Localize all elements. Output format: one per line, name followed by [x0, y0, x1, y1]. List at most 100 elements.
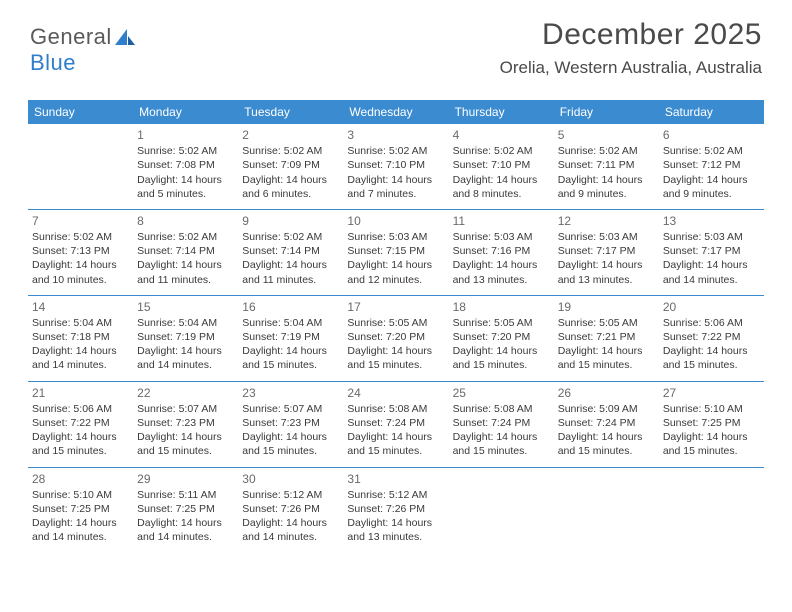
day-info-line: Sunset: 7:13 PM [32, 244, 129, 258]
day-info-line: Sunset: 7:22 PM [663, 330, 760, 344]
day-info-line: Daylight: 14 hours [347, 173, 444, 187]
day-info-line: Sunset: 7:10 PM [453, 158, 550, 172]
day-number: 31 [347, 471, 444, 487]
day-info-line: Sunset: 7:23 PM [137, 416, 234, 430]
day-info-line: Sunset: 7:21 PM [558, 330, 655, 344]
calendar-day-cell: 26Sunrise: 5:09 AMSunset: 7:24 PMDayligh… [554, 381, 659, 467]
day-info-line: Sunrise: 5:03 AM [663, 230, 760, 244]
weekday-header: Tuesday [238, 100, 343, 124]
calendar-day-cell: 24Sunrise: 5:08 AMSunset: 7:24 PMDayligh… [343, 381, 448, 467]
calendar-grid: Sunday Monday Tuesday Wednesday Thursday… [28, 100, 764, 552]
calendar-day-cell: 29Sunrise: 5:11 AMSunset: 7:25 PMDayligh… [133, 467, 238, 552]
day-info-line: Daylight: 14 hours [663, 344, 760, 358]
day-info-line: Sunset: 7:23 PM [242, 416, 339, 430]
day-number: 7 [32, 213, 129, 229]
month-title: December 2025 [500, 18, 762, 52]
day-number: 1 [137, 127, 234, 143]
weekday-header: Wednesday [343, 100, 448, 124]
day-info-line: Sunrise: 5:03 AM [453, 230, 550, 244]
day-info-line: Sunset: 7:10 PM [347, 158, 444, 172]
calendar-day-cell [449, 467, 554, 552]
day-info-line: Sunrise: 5:02 AM [453, 144, 550, 158]
day-number: 4 [453, 127, 550, 143]
day-info-line: and 15 minutes. [347, 444, 444, 458]
day-number: 2 [242, 127, 339, 143]
calendar-day-cell: 11Sunrise: 5:03 AMSunset: 7:16 PMDayligh… [449, 209, 554, 295]
day-info-line: Sunset: 7:24 PM [347, 416, 444, 430]
weekday-header: Sunday [28, 100, 133, 124]
day-info-line: Sunrise: 5:02 AM [137, 144, 234, 158]
day-info-line: Sunrise: 5:05 AM [347, 316, 444, 330]
logo-text-2: Blue [30, 50, 76, 75]
day-info-line: Sunrise: 5:02 AM [32, 230, 129, 244]
day-info-line: and 9 minutes. [558, 187, 655, 201]
weekday-header-row: Sunday Monday Tuesday Wednesday Thursday… [28, 100, 764, 124]
day-number: 13 [663, 213, 760, 229]
day-info-line: Daylight: 14 hours [453, 173, 550, 187]
weekday-header: Thursday [449, 100, 554, 124]
day-info-line: and 9 minutes. [663, 187, 760, 201]
day-number: 25 [453, 385, 550, 401]
day-info-line: Sunrise: 5:02 AM [347, 144, 444, 158]
calendar-day-cell: 14Sunrise: 5:04 AMSunset: 7:18 PMDayligh… [28, 295, 133, 381]
day-info-line: and 7 minutes. [347, 187, 444, 201]
weekday-header: Monday [133, 100, 238, 124]
day-info-line: Sunrise: 5:10 AM [663, 402, 760, 416]
day-info-line: Sunset: 7:25 PM [32, 502, 129, 516]
day-info-line: Sunrise: 5:06 AM [663, 316, 760, 330]
calendar-day-cell: 4Sunrise: 5:02 AMSunset: 7:10 PMDaylight… [449, 124, 554, 209]
calendar-day-cell: 28Sunrise: 5:10 AMSunset: 7:25 PMDayligh… [28, 467, 133, 552]
day-info-line: Sunrise: 5:08 AM [347, 402, 444, 416]
day-info-line: and 15 minutes. [347, 358, 444, 372]
day-info-line: Sunrise: 5:09 AM [558, 402, 655, 416]
day-info-line: Sunrise: 5:02 AM [558, 144, 655, 158]
calendar-week-row: 1Sunrise: 5:02 AMSunset: 7:08 PMDaylight… [28, 124, 764, 209]
day-info-line: and 12 minutes. [347, 273, 444, 287]
day-info-line: and 15 minutes. [558, 358, 655, 372]
day-info-line: Sunset: 7:15 PM [347, 244, 444, 258]
calendar-day-cell: 30Sunrise: 5:12 AMSunset: 7:26 PMDayligh… [238, 467, 343, 552]
day-info-line: Daylight: 14 hours [558, 344, 655, 358]
calendar-day-cell: 21Sunrise: 5:06 AMSunset: 7:22 PMDayligh… [28, 381, 133, 467]
day-number: 30 [242, 471, 339, 487]
calendar-day-cell: 10Sunrise: 5:03 AMSunset: 7:15 PMDayligh… [343, 209, 448, 295]
day-info-line: Daylight: 14 hours [558, 173, 655, 187]
day-info-line: Daylight: 14 hours [663, 173, 760, 187]
day-info-line: Daylight: 14 hours [558, 430, 655, 444]
calendar-day-cell: 20Sunrise: 5:06 AMSunset: 7:22 PMDayligh… [659, 295, 764, 381]
day-info-line: and 14 minutes. [32, 358, 129, 372]
day-info-line: Sunrise: 5:04 AM [137, 316, 234, 330]
day-info-line: and 15 minutes. [558, 444, 655, 458]
day-info-line: and 6 minutes. [242, 187, 339, 201]
day-info-line: Sunrise: 5:02 AM [137, 230, 234, 244]
day-number: 9 [242, 213, 339, 229]
weekday-header: Saturday [659, 100, 764, 124]
day-info-line: Sunrise: 5:03 AM [558, 230, 655, 244]
day-number: 26 [558, 385, 655, 401]
day-number: 24 [347, 385, 444, 401]
day-info-line: Sunset: 7:19 PM [242, 330, 339, 344]
day-info-line: Daylight: 14 hours [663, 258, 760, 272]
day-info-line: and 5 minutes. [137, 187, 234, 201]
calendar-header: December 2025 Orelia, Western Australia,… [500, 18, 762, 78]
day-number: 15 [137, 299, 234, 315]
calendar-day-cell [28, 124, 133, 209]
calendar-week-row: 21Sunrise: 5:06 AMSunset: 7:22 PMDayligh… [28, 381, 764, 467]
day-number: 22 [137, 385, 234, 401]
day-info-line: Sunset: 7:16 PM [453, 244, 550, 258]
day-info-line: and 11 minutes. [137, 273, 234, 287]
day-number: 5 [558, 127, 655, 143]
calendar-day-cell: 19Sunrise: 5:05 AMSunset: 7:21 PMDayligh… [554, 295, 659, 381]
day-info-line: and 15 minutes. [242, 358, 339, 372]
day-info-line: Sunset: 7:14 PM [242, 244, 339, 258]
day-number: 21 [32, 385, 129, 401]
calendar-day-cell: 2Sunrise: 5:02 AMSunset: 7:09 PMDaylight… [238, 124, 343, 209]
day-info-line: Daylight: 14 hours [453, 344, 550, 358]
day-info-line: and 13 minutes. [558, 273, 655, 287]
day-info-line: Daylight: 14 hours [32, 258, 129, 272]
day-number: 20 [663, 299, 760, 315]
calendar-day-cell: 8Sunrise: 5:02 AMSunset: 7:14 PMDaylight… [133, 209, 238, 295]
day-info-line: Sunset: 7:22 PM [32, 416, 129, 430]
calendar-day-cell: 3Sunrise: 5:02 AMSunset: 7:10 PMDaylight… [343, 124, 448, 209]
calendar-day-cell: 9Sunrise: 5:02 AMSunset: 7:14 PMDaylight… [238, 209, 343, 295]
